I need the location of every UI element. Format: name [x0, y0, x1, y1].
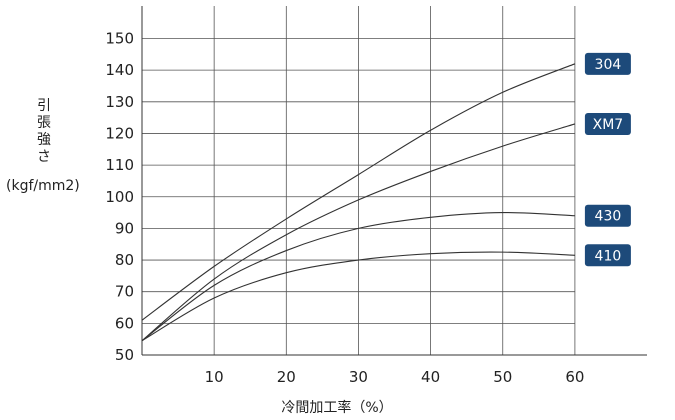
series-label-410: 410 — [584, 244, 631, 267]
series-label-430: 430 — [584, 204, 631, 227]
series-label-xm7: XM7 — [584, 112, 631, 135]
y-axis-title: 引張強さ — [37, 98, 51, 165]
x-tick-label: 10 — [205, 368, 224, 386]
x-tick-label: 30 — [349, 368, 368, 386]
y-tick-label: 110 — [105, 156, 134, 174]
y-tick-label: 140 — [105, 61, 134, 79]
series-lines — [141, 63, 576, 342]
axis-titles: 引張強さ (kgf/mm2) 冷間加工率（%） — [6, 98, 393, 416]
y-tick-label: 60 — [115, 314, 134, 332]
grid — [142, 6, 576, 356]
series-label-304: 304 — [584, 52, 631, 75]
y-tick-label: 90 — [115, 219, 134, 237]
y-tick-label: 80 — [115, 251, 134, 269]
y-tick-label: 130 — [105, 93, 134, 111]
series-label-text: 304 — [595, 57, 622, 73]
x-tick-label: 60 — [565, 368, 584, 386]
series-line-304 — [141, 63, 576, 321]
series-line-xm7 — [141, 123, 576, 342]
y-tick-label: 50 — [115, 346, 134, 364]
y-axis-unit: (kgf/mm2) — [6, 178, 80, 194]
x-axis-title: 冷間加工率（%） — [281, 399, 392, 416]
series-label-text: 410 — [595, 248, 622, 264]
series-label-box — [584, 52, 631, 75]
series-line-430 — [141, 212, 575, 342]
axes: 50 60 70 80 90 100 110 120 130 140 150 10 20 30 40 50 60 — [105, 6, 647, 386]
series-label-box — [584, 244, 631, 267]
series-label-box — [584, 112, 631, 135]
series-labels: 304 XM7 430 410 — [584, 52, 631, 267]
series-label-text: XM7 — [593, 117, 624, 133]
series-label-box — [584, 204, 631, 227]
series-line-410 — [141, 251, 575, 342]
series-label-text: 430 — [595, 209, 622, 225]
x-tick-label: 50 — [493, 368, 512, 386]
y-tick-label: 100 — [105, 188, 134, 206]
x-tick-label: 40 — [421, 368, 440, 386]
x-tick-label: 20 — [277, 368, 296, 386]
y-tick-label: 150 — [105, 30, 134, 48]
y-tick-label: 70 — [115, 283, 134, 301]
y-tick-label: 120 — [105, 124, 134, 142]
